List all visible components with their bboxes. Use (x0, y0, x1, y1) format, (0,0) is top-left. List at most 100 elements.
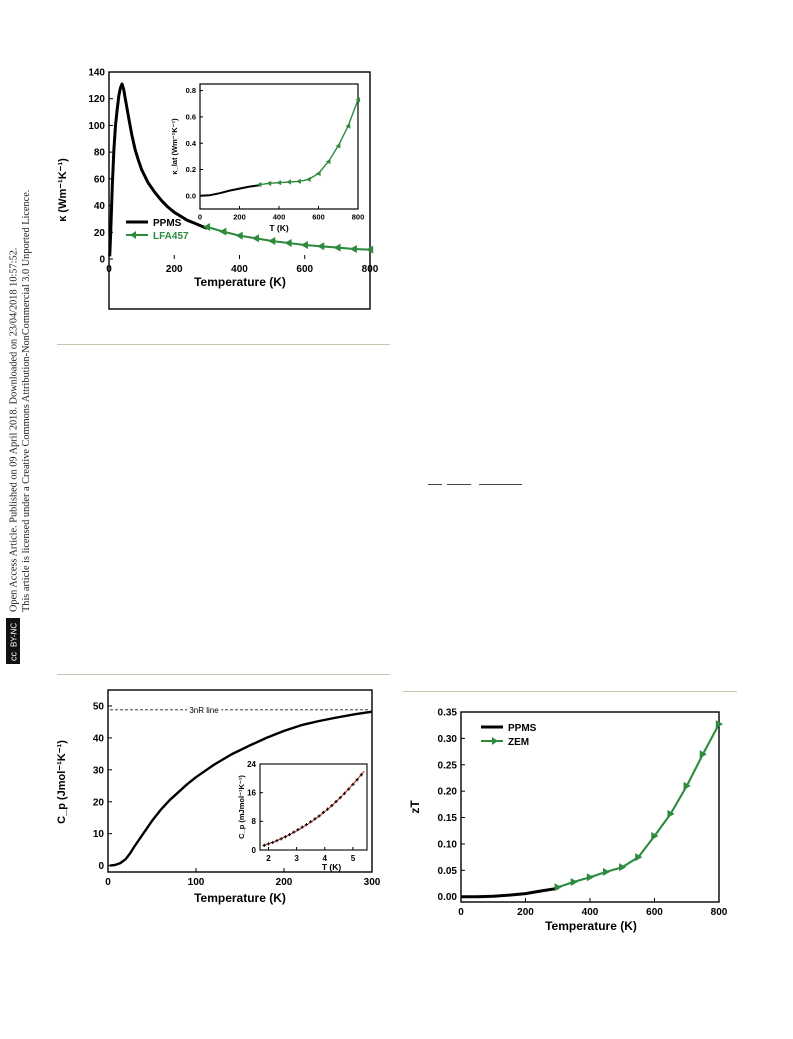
series-line (557, 723, 720, 889)
y-tick-label: 0.10 (438, 839, 458, 850)
y-tick-label: 10 (93, 829, 105, 840)
x-tick-label: 2 (266, 854, 271, 863)
data-point (651, 832, 659, 841)
data-point (235, 231, 243, 240)
data-point (306, 176, 311, 182)
x-tick-label: 800 (362, 264, 379, 275)
data-point (570, 877, 578, 886)
y-tick-label: 24 (247, 760, 256, 769)
data-point (351, 782, 355, 787)
y-tick-label: 0.25 (438, 760, 458, 771)
legend-marker-lfa (130, 231, 136, 239)
x-tick-label: 5 (351, 854, 356, 863)
x-tick-label: 600 (646, 907, 663, 918)
y-tick-label: 16 (247, 788, 256, 797)
x-tick-label: 200 (517, 907, 534, 918)
y-tick-label: 0.6 (186, 113, 196, 122)
series-lfa457 (202, 222, 374, 254)
inset-plot-area: 2 3 4 5 0 8 16 24 (247, 760, 365, 863)
y-tick-label: 50 (93, 701, 105, 712)
data-point (335, 143, 341, 149)
y-axis-label: C_p (Jmol⁻¹K⁻¹) (56, 740, 68, 824)
y-tick-label: 0 (98, 861, 104, 872)
data-point (286, 179, 291, 185)
data-point (667, 809, 675, 818)
x-tick-label: 0 (458, 907, 464, 918)
y-tick-label: 100 (88, 121, 105, 132)
data-point (554, 883, 562, 892)
series-line (109, 710, 373, 867)
y-tick-label: 0.4 (186, 139, 197, 148)
legend-label-zem: ZEM (508, 737, 529, 748)
x-tick-label: 100 (188, 877, 205, 888)
data-point (317, 814, 321, 818)
reference-label-bg (187, 705, 222, 715)
data-point (296, 178, 301, 184)
series-line (108, 82, 208, 257)
data-point (359, 773, 363, 777)
inset-plot-area: 0 200 400 600 800 0.0 0.2 0.4 0.6 0.8 (186, 86, 365, 221)
x-tick-label: 800 (352, 213, 365, 222)
plot-frame (107, 689, 373, 873)
legend-label-ppms: PPMS (153, 218, 182, 229)
data-point (202, 222, 211, 231)
x-axis-label: Temperature (K) (194, 275, 286, 289)
series-c000000 (200, 184, 260, 197)
data-point (317, 242, 325, 251)
formula-fraction-bar (447, 484, 471, 485)
formula-fraction-bar (479, 484, 522, 485)
thermal-conductivity-plot: κ (Wm⁻¹K⁻¹) Temperature (K) PPMS LFA457 … (57, 68, 379, 310)
data-point (284, 238, 292, 247)
data-point (219, 227, 227, 236)
y-tick-label: 80 (94, 148, 106, 159)
data-point (355, 97, 361, 103)
data-point (586, 873, 594, 882)
data-point (635, 853, 643, 862)
y-tick-label: 0.00 (438, 892, 458, 903)
data-point (683, 781, 691, 790)
data-point (321, 810, 325, 814)
legend: PPMS LFA457 (126, 218, 189, 242)
data-point (279, 837, 283, 841)
reference-line-label: 3nR line (189, 706, 219, 715)
y-axis-label: κ (Wm⁻¹K⁻¹) (57, 158, 69, 222)
inset-x-axis-label: T (K) (322, 862, 342, 872)
inset-x-axis-label: T (K) (269, 223, 289, 233)
series-c000000 (262, 773, 363, 847)
y-tick-label: 30 (93, 765, 105, 776)
inset-frame (259, 763, 368, 851)
data-point (268, 236, 276, 245)
data-point (347, 787, 351, 791)
cc-badge[interactable] (6, 618, 20, 664)
y-tick-label: 0.35 (438, 708, 458, 719)
data-point (345, 123, 351, 129)
series-c000000 (109, 710, 373, 867)
inset-frame (199, 83, 359, 210)
data-point (355, 778, 359, 782)
y-tick-label: 0.2 (186, 165, 196, 174)
data-point (251, 234, 260, 243)
licence-notice: This article is licensed under a Creativ… (21, 190, 32, 612)
data-point (349, 244, 357, 253)
figure-separator-rule (403, 691, 737, 692)
main-plot-area: 0 200 400 600 800 0.00 0.05 0.10 0.15 0.20 0.25 0.3… (438, 708, 728, 919)
x-tick-label: 600 (312, 213, 325, 222)
figure-of-merit-chart: zT Temperature (K) PPMS ZEM 0 200 400 600 80… (405, 705, 735, 940)
figure-of-merit-plot: zT Temperature (K) PPMS ZEM 0 200 400 600 80… (408, 708, 728, 934)
y-tick-label: 140 (88, 68, 105, 79)
legend-label-ppms: PPMS (508, 723, 537, 734)
y-tick-label: 0.20 (438, 787, 458, 798)
x-tick-label: 0 (198, 213, 202, 222)
heat-capacity-chart: C_p (Jmol⁻¹K⁻¹) Temperature (K) 0 100 200 3… (56, 689, 390, 915)
data-point (325, 807, 330, 811)
main-plot-area: 0 200 400 600 800 0 20 40 60 80 100 120 140 (88, 68, 378, 276)
data-point (266, 842, 271, 846)
figure-separator-rule (57, 344, 390, 345)
series-ppms (461, 886, 559, 899)
x-axis-label: Temperature (K) (194, 891, 286, 905)
data-point (304, 822, 309, 827)
data-point (715, 720, 723, 729)
x-axis-label: Temperature (K) (545, 919, 637, 933)
y-tick-label: 120 (88, 94, 105, 105)
